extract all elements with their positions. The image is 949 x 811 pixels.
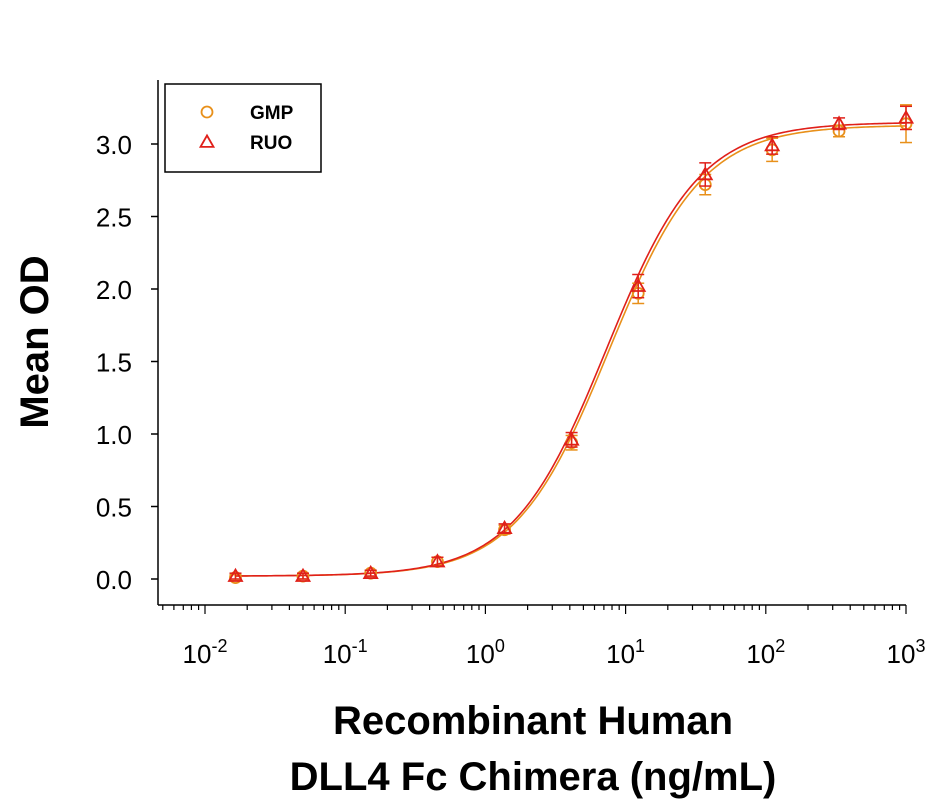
data-point-ruo <box>294 567 312 582</box>
x-tick-label: 102 <box>746 636 785 669</box>
fit-curves <box>235 122 907 577</box>
x-axis-title-line-2: DLL4 Fc Chimera (ng/mL) <box>290 755 777 799</box>
y-tick-label: 2.0 <box>96 275 132 305</box>
legend-box <box>164 83 322 173</box>
data-point-ruo <box>362 564 379 579</box>
data-point-ruo <box>630 277 647 292</box>
plot-area: 10-2 10-1 100 101 102 103 0.0 0.5 1.0 1.5 2.0 2.5 3… <box>96 80 926 669</box>
y-tick-label: 0.5 <box>96 493 132 523</box>
x-axis-title-line-1: Recombinant Human <box>333 699 733 743</box>
legend-label-ruo: RUO <box>250 133 292 154</box>
data-point-ruo <box>830 115 848 130</box>
y-axis: 0.0 0.5 1.0 1.5 2.0 2.5 3.0 <box>96 80 159 605</box>
legend-marker-gmp <box>200 105 214 119</box>
x-tick-label: 10-1 <box>323 636 368 669</box>
data-point-ruo <box>897 109 915 124</box>
y-tick-label: 2.5 <box>96 203 132 233</box>
legend: GMP RUO <box>164 83 322 173</box>
y-axis-title: Mean OD <box>13 255 57 428</box>
x-axis: 10-2 10-1 100 101 102 103 <box>158 604 926 669</box>
x-tick-label: 103 <box>887 636 926 669</box>
x-tick-label: 10-2 <box>183 636 228 669</box>
fit-curve-ruo <box>235 122 907 577</box>
data-point-ruo <box>563 431 580 446</box>
data-points <box>227 104 915 584</box>
data-point-ruo <box>764 137 781 152</box>
y-tick-label: 1.0 <box>96 420 132 450</box>
fit-curve-gmp <box>235 125 907 577</box>
data-point-ruo <box>496 519 513 535</box>
legend-items: GMP RUO <box>198 103 294 154</box>
data-point-ruo <box>697 166 714 181</box>
y-tick-label: 3.0 <box>96 130 132 160</box>
legend-label-gmp: GMP <box>250 103 294 124</box>
legend-marker-ruo <box>198 133 216 148</box>
y-tick-label: 0.0 <box>96 565 132 595</box>
data-point-ruo <box>429 553 446 568</box>
y-tick-label: 1.5 <box>96 348 132 378</box>
x-tick-label: 100 <box>466 636 505 669</box>
data-point-ruo <box>227 567 244 582</box>
x-tick-label: 101 <box>606 636 645 669</box>
